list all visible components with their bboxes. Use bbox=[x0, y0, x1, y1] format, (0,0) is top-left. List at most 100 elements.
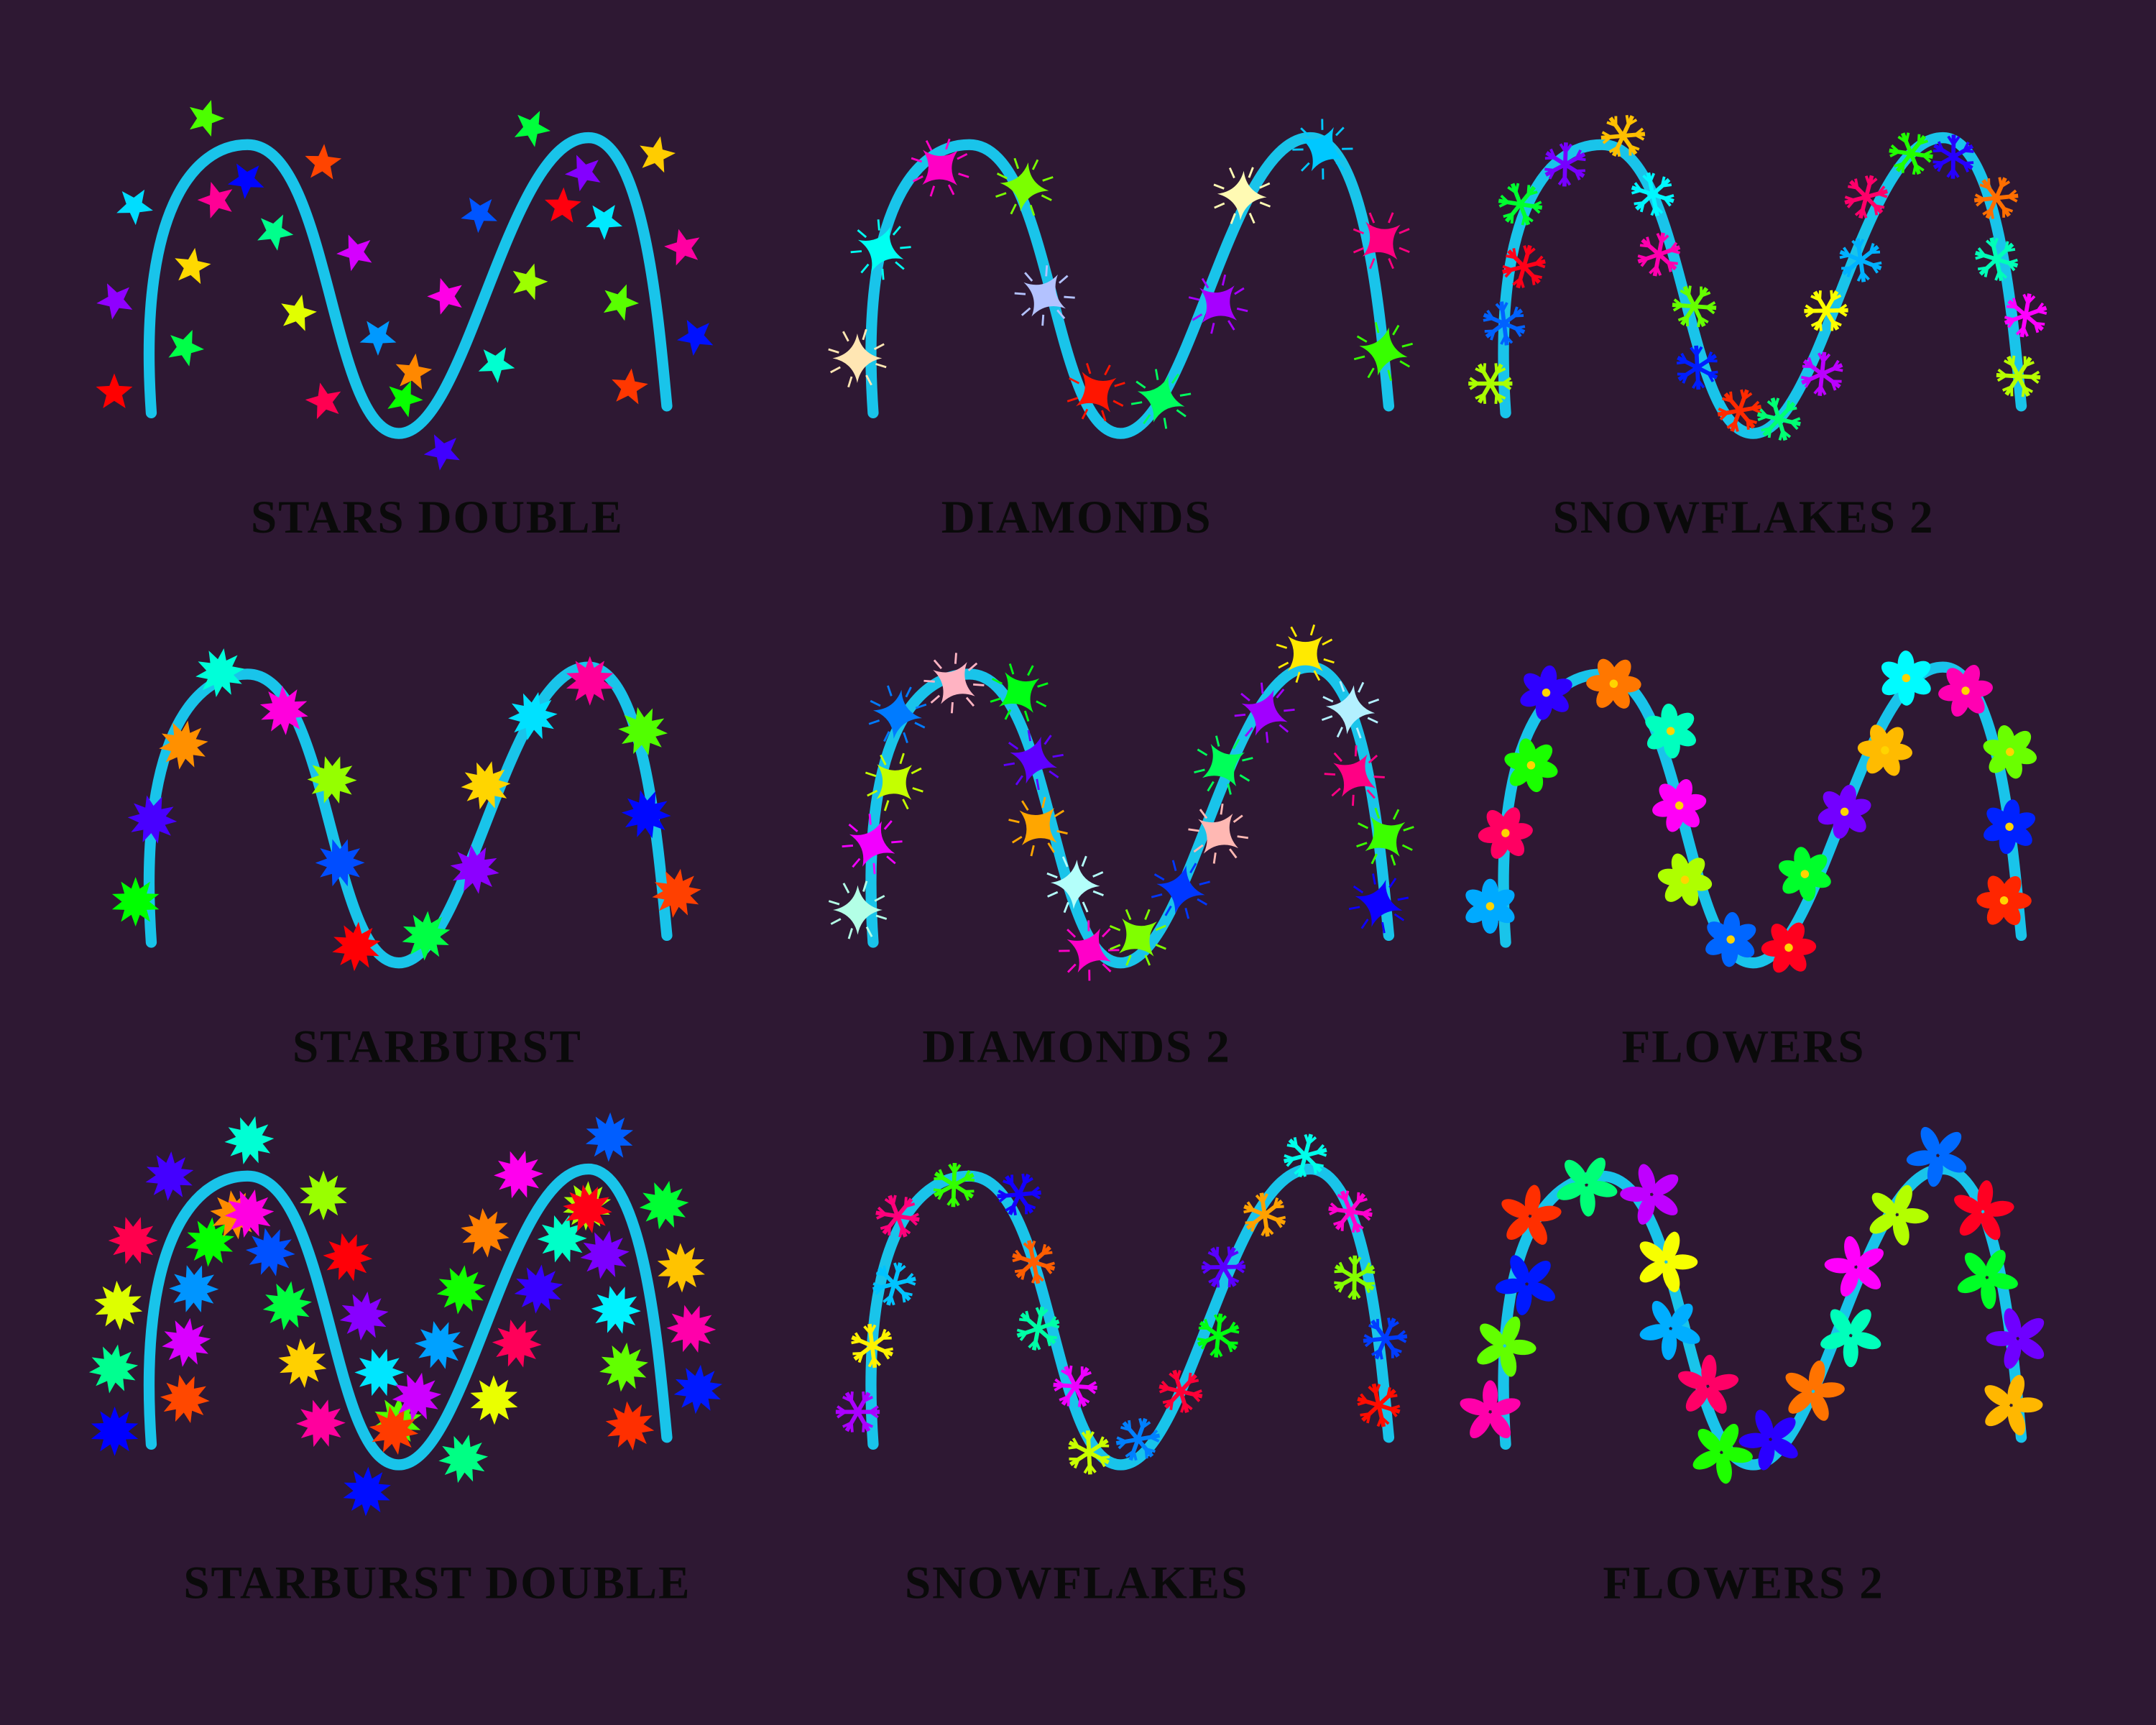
sparkle bbox=[833, 885, 883, 935]
snowflake-branch bbox=[1502, 264, 1513, 271]
sparkle-ray bbox=[1353, 228, 1364, 235]
sparkle-ray bbox=[1155, 924, 1166, 932]
snowflake-branch bbox=[869, 1324, 877, 1335]
petal bbox=[1964, 1252, 1988, 1278]
starburst bbox=[339, 1291, 389, 1341]
snowflake-branch bbox=[1344, 1190, 1350, 1201]
sparkle-ray bbox=[965, 696, 975, 707]
snowflake-branch bbox=[1227, 1342, 1233, 1353]
sparkle-ray bbox=[1229, 848, 1238, 859]
snowflake-branch bbox=[1061, 1369, 1071, 1376]
snowflake-branch bbox=[889, 1295, 895, 1306]
decoration bbox=[315, 839, 365, 887]
snowflake-arm bbox=[997, 1192, 1020, 1199]
decoration bbox=[160, 1374, 210, 1424]
sparkle-ray bbox=[872, 862, 876, 875]
snowflake-arm bbox=[1053, 1382, 1076, 1389]
snowflake-branch bbox=[2033, 323, 2040, 334]
snowflake-branch bbox=[852, 1351, 862, 1356]
snowflake-branch bbox=[1016, 1328, 1027, 1334]
snowflake-arm bbox=[1352, 1277, 1357, 1300]
snowflake-branch bbox=[1697, 379, 1705, 389]
decoration bbox=[872, 1262, 916, 1306]
petal bbox=[1707, 921, 1732, 942]
snowflake-arm bbox=[1651, 178, 1671, 196]
snowflake-branch bbox=[1994, 270, 2001, 281]
petal bbox=[1489, 1412, 1511, 1439]
snowflake-branch bbox=[851, 1339, 862, 1345]
snowflake-branch bbox=[2030, 375, 2040, 385]
snowflake-arm bbox=[882, 1215, 900, 1235]
decoration bbox=[369, 1405, 419, 1455]
snowflake-branch bbox=[946, 1196, 955, 1206]
flower-center bbox=[1840, 807, 1849, 816]
snowflake-branch bbox=[2001, 208, 2006, 218]
decoration bbox=[94, 1280, 143, 1330]
snowflake-branch bbox=[1975, 254, 1986, 260]
sparkle-ray bbox=[1367, 367, 1375, 379]
starburst bbox=[315, 839, 365, 887]
sparkle-ray bbox=[891, 840, 903, 844]
snowflake-branch bbox=[1627, 118, 1638, 126]
decoration bbox=[544, 187, 581, 223]
snowflake-arm bbox=[1031, 1261, 1041, 1284]
snowflake-arm bbox=[1658, 245, 1681, 257]
snowflake-branch bbox=[1138, 1417, 1144, 1428]
brush-panel bbox=[828, 119, 1413, 439]
snowflake-branch bbox=[1729, 391, 1733, 402]
decoration bbox=[1234, 682, 1295, 743]
snowflake-branch bbox=[1198, 1326, 1209, 1330]
petal bbox=[1486, 810, 1508, 834]
snowflake-arm bbox=[1263, 1199, 1284, 1217]
snowflake-branch bbox=[1200, 1340, 1209, 1350]
sparkle-ray bbox=[874, 895, 885, 902]
sparkle-ray bbox=[1151, 893, 1163, 898]
sparkle-ray bbox=[1092, 871, 1104, 878]
snowflake-branch bbox=[884, 1197, 894, 1206]
sparkle-ray bbox=[1063, 901, 1069, 914]
decoration bbox=[1974, 237, 2019, 282]
decoration bbox=[666, 1305, 717, 1353]
snowflake-branch bbox=[1979, 183, 1990, 190]
sparkle-ray bbox=[1290, 626, 1298, 638]
decoration bbox=[1645, 703, 1696, 759]
snowflake-branch bbox=[1083, 1463, 1091, 1474]
snowflake-arm bbox=[1824, 290, 1839, 312]
starburst bbox=[392, 1372, 442, 1422]
petal bbox=[2004, 1308, 2022, 1338]
petal bbox=[1788, 1390, 1814, 1414]
snowflake-arm bbox=[2004, 313, 2027, 325]
snowflake-arm bbox=[1621, 115, 1634, 137]
decoration bbox=[1631, 172, 1674, 216]
snowflake-arm bbox=[872, 1282, 895, 1292]
sparkle-ray bbox=[828, 348, 839, 354]
snowflake-branch bbox=[1740, 389, 1746, 400]
panel-label: STARBURST bbox=[292, 1021, 582, 1072]
sparkle-ray bbox=[1101, 928, 1111, 938]
star bbox=[423, 434, 460, 471]
sparkle-ray bbox=[883, 800, 890, 811]
sparkle-ray bbox=[915, 703, 927, 709]
star bbox=[257, 214, 294, 251]
decoration bbox=[450, 845, 499, 894]
petal bbox=[1510, 1255, 1529, 1284]
snowflake-arm bbox=[1179, 1374, 1197, 1393]
decoration bbox=[423, 434, 460, 471]
sparkle-ray bbox=[1248, 212, 1256, 224]
decoration bbox=[1014, 265, 1075, 326]
sparkle bbox=[876, 764, 913, 800]
snowflake-branch bbox=[1088, 1463, 1097, 1473]
snowflake-branch bbox=[1977, 266, 1988, 271]
snowflake-branch bbox=[934, 1177, 944, 1181]
sparkle-ray bbox=[1367, 717, 1378, 724]
starburst bbox=[639, 1180, 689, 1230]
petal bbox=[2007, 1374, 2025, 1404]
snowflake-arm bbox=[856, 1410, 871, 1432]
snowflake-branch bbox=[880, 1328, 887, 1339]
starburst bbox=[300, 1170, 347, 1220]
decoration bbox=[1109, 908, 1166, 966]
snowflake-arm bbox=[1197, 1333, 1220, 1347]
snowflake-arm bbox=[1262, 1214, 1270, 1237]
petal bbox=[2004, 1339, 2022, 1369]
snowflake-arm bbox=[1692, 305, 1706, 328]
